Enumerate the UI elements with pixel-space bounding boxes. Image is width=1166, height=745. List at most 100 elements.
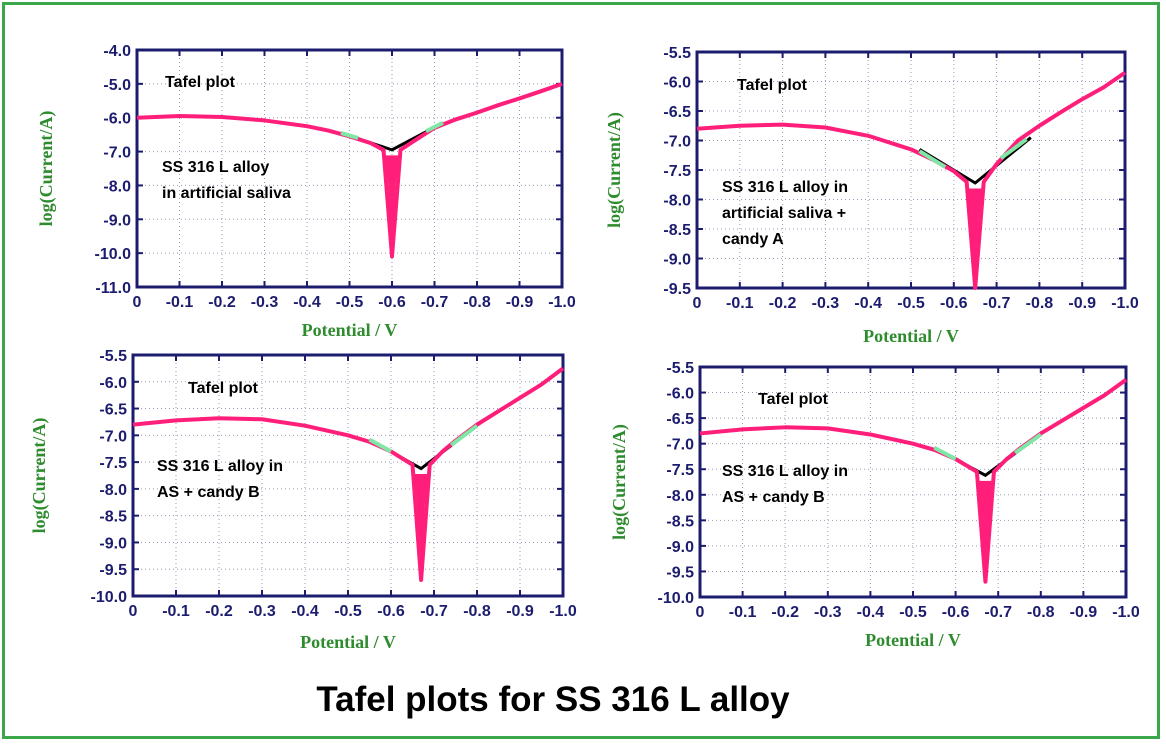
plot-annotation-line: SS 316 L alloy in — [157, 458, 283, 475]
x-tick-label: -1.0 — [1112, 604, 1140, 621]
y-tick-label: -8.0 — [103, 178, 131, 195]
x-tick-label: -0.1 — [729, 604, 757, 621]
y-axis-label: log(Current/A) — [36, 111, 57, 227]
y-tick-label: -8.0 — [663, 193, 691, 210]
y-tick-label: -5.0 — [103, 77, 131, 94]
plot-annotation-line: AS + candy B — [157, 484, 260, 501]
x-tick-label: -1.0 — [549, 603, 577, 620]
tafel-plot-panel-2: 0 -0.1 -0.2 -0.3 -0.4 -0.5 -0.6 -0.7 -0.8 -0.9 -1.… — [604, 45, 1139, 346]
x-tick-label: -0.9 — [1070, 604, 1098, 621]
y-tick-label: -7.5 — [99, 455, 127, 472]
y-tick-label: -9.5 — [99, 562, 127, 579]
plot-annotation-line: AS + candy B — [722, 489, 825, 506]
plot-title: Tafel plot — [737, 77, 808, 94]
x-tick-label: -0.7 — [420, 603, 448, 620]
y-tick-label: -9.0 — [663, 252, 691, 269]
x-axis-label: Potential / V — [863, 326, 959, 346]
x-tick-label: -0.3 — [812, 295, 840, 312]
plot-title: Tafel plot — [188, 380, 259, 397]
plot-annotation-line: candy A — [722, 231, 784, 248]
y-tick-label: -7.0 — [99, 428, 127, 445]
x-tick-label: -0.9 — [1068, 295, 1096, 312]
x-tick-label: -0.1 — [166, 294, 194, 311]
x-tick-label: -1.0 — [548, 294, 576, 311]
x-tick-label: -0.2 — [771, 604, 799, 621]
y-tick-label: -6.5 — [99, 402, 127, 419]
corrosion-potential-spike — [384, 155, 400, 258]
x-tick-label: -0.2 — [769, 295, 797, 312]
x-tick-label: 0 — [693, 295, 702, 312]
y-tick-label: -8.0 — [666, 488, 694, 505]
plot-annotation-line: SS 316 L alloy in — [722, 463, 848, 480]
y-tick-label: -6.0 — [103, 111, 131, 128]
y-tick-label: -6.5 — [663, 104, 691, 121]
tafel-tangent-segment — [1014, 432, 1042, 455]
x-tick-label: -0.4 — [857, 604, 885, 621]
tafel-plot-panel-4: 0 -0.1 -0.2 -0.3 -0.4 -0.5 -0.6 -0.7 -0.8 -0.9 -1.… — [609, 360, 1140, 650]
x-tick-label: -0.7 — [983, 295, 1011, 312]
y-tick-label: -11.0 — [95, 280, 131, 297]
corrosion-potential-spike — [967, 188, 983, 289]
x-tick-label: 0 — [133, 294, 142, 311]
plot-annotation-line: SS 316 L alloy in — [722, 179, 848, 196]
corrosion-potential-spike — [977, 480, 994, 583]
x-tick-label: -0.2 — [205, 603, 233, 620]
plot-annotation-line: SS 316 L alloy — [162, 159, 269, 176]
figure-caption: Tafel plots for SS 316 L alloy — [316, 680, 790, 719]
tafel-plot-panel-3: 0 -0.1 -0.2 -0.3 -0.4 -0.5 -0.6 -0.7 -0.8 -0.9 -1.… — [29, 348, 577, 652]
y-tick-label: -5.5 — [666, 360, 694, 377]
x-tick-label: -0.5 — [897, 295, 925, 312]
x-tick-label: -0.3 — [251, 294, 279, 311]
x-tick-label: 0 — [129, 603, 138, 620]
x-tick-label: -0.5 — [899, 604, 927, 621]
x-tick-label: -0.1 — [726, 295, 754, 312]
x-tick-label: 0 — [696, 604, 705, 621]
y-tick-label: -6.0 — [666, 386, 694, 403]
y-tick-label: -7.0 — [103, 145, 131, 162]
y-tick-label: -9.5 — [666, 564, 694, 581]
plot-annotation-line: in artificial saliva — [162, 185, 291, 202]
x-tick-label: -0.2 — [208, 294, 236, 311]
tafel-tangent-segment — [933, 445, 957, 461]
y-tick-label: -7.5 — [666, 462, 694, 479]
plot-title: Tafel plot — [758, 391, 829, 408]
polarization-curve — [132, 366, 565, 582]
y-tick-label: -7.0 — [663, 134, 691, 151]
x-tick-label: -0.4 — [854, 295, 882, 312]
y-axis-label: log(Current/A) — [604, 112, 625, 228]
y-tick-label: -7.0 — [666, 437, 694, 454]
y-axis-label: log(Current/A) — [609, 424, 630, 540]
y-tick-label: -8.5 — [663, 222, 691, 239]
x-tick-label: -0.6 — [378, 294, 406, 311]
y-tick-label: -9.0 — [666, 539, 694, 556]
x-axis-label: Potential / V — [865, 630, 961, 650]
polarization-curve — [699, 378, 1128, 584]
x-tick-label: -0.8 — [1027, 604, 1055, 621]
x-tick-label: -0.9 — [506, 294, 534, 311]
x-tick-label: -1.0 — [1111, 295, 1139, 312]
x-tick-label: -0.9 — [506, 603, 534, 620]
x-axis-label: Potential / V — [300, 632, 396, 652]
x-tick-label: -0.8 — [1026, 295, 1054, 312]
x-tick-label: -0.6 — [940, 295, 968, 312]
plot-annotation-line: artificial saliva + — [722, 205, 846, 222]
y-tick-label: -9.0 — [99, 535, 127, 552]
y-tick-label: -9.0 — [103, 212, 131, 229]
y-tick-label: -5.5 — [663, 45, 691, 62]
tafel-tangent-segment — [425, 121, 444, 134]
tafel-tangent-segment — [368, 437, 392, 454]
tafel-tangent-segment — [450, 424, 479, 447]
x-tick-label: -0.4 — [293, 294, 321, 311]
tafel-tangent-segment — [340, 131, 359, 140]
tafel-tangent-segment — [918, 149, 947, 169]
tafel-tangent-segment — [999, 137, 1028, 160]
y-tick-label: -8.0 — [99, 482, 127, 499]
y-tick-label: -6.0 — [663, 75, 691, 92]
y-tick-label: -8.5 — [99, 509, 127, 526]
x-tick-label: -0.8 — [463, 603, 491, 620]
y-tick-label: -6.5 — [666, 411, 694, 428]
x-axis-label: Potential / V — [302, 320, 398, 340]
plot-title: Tafel plot — [165, 74, 236, 91]
